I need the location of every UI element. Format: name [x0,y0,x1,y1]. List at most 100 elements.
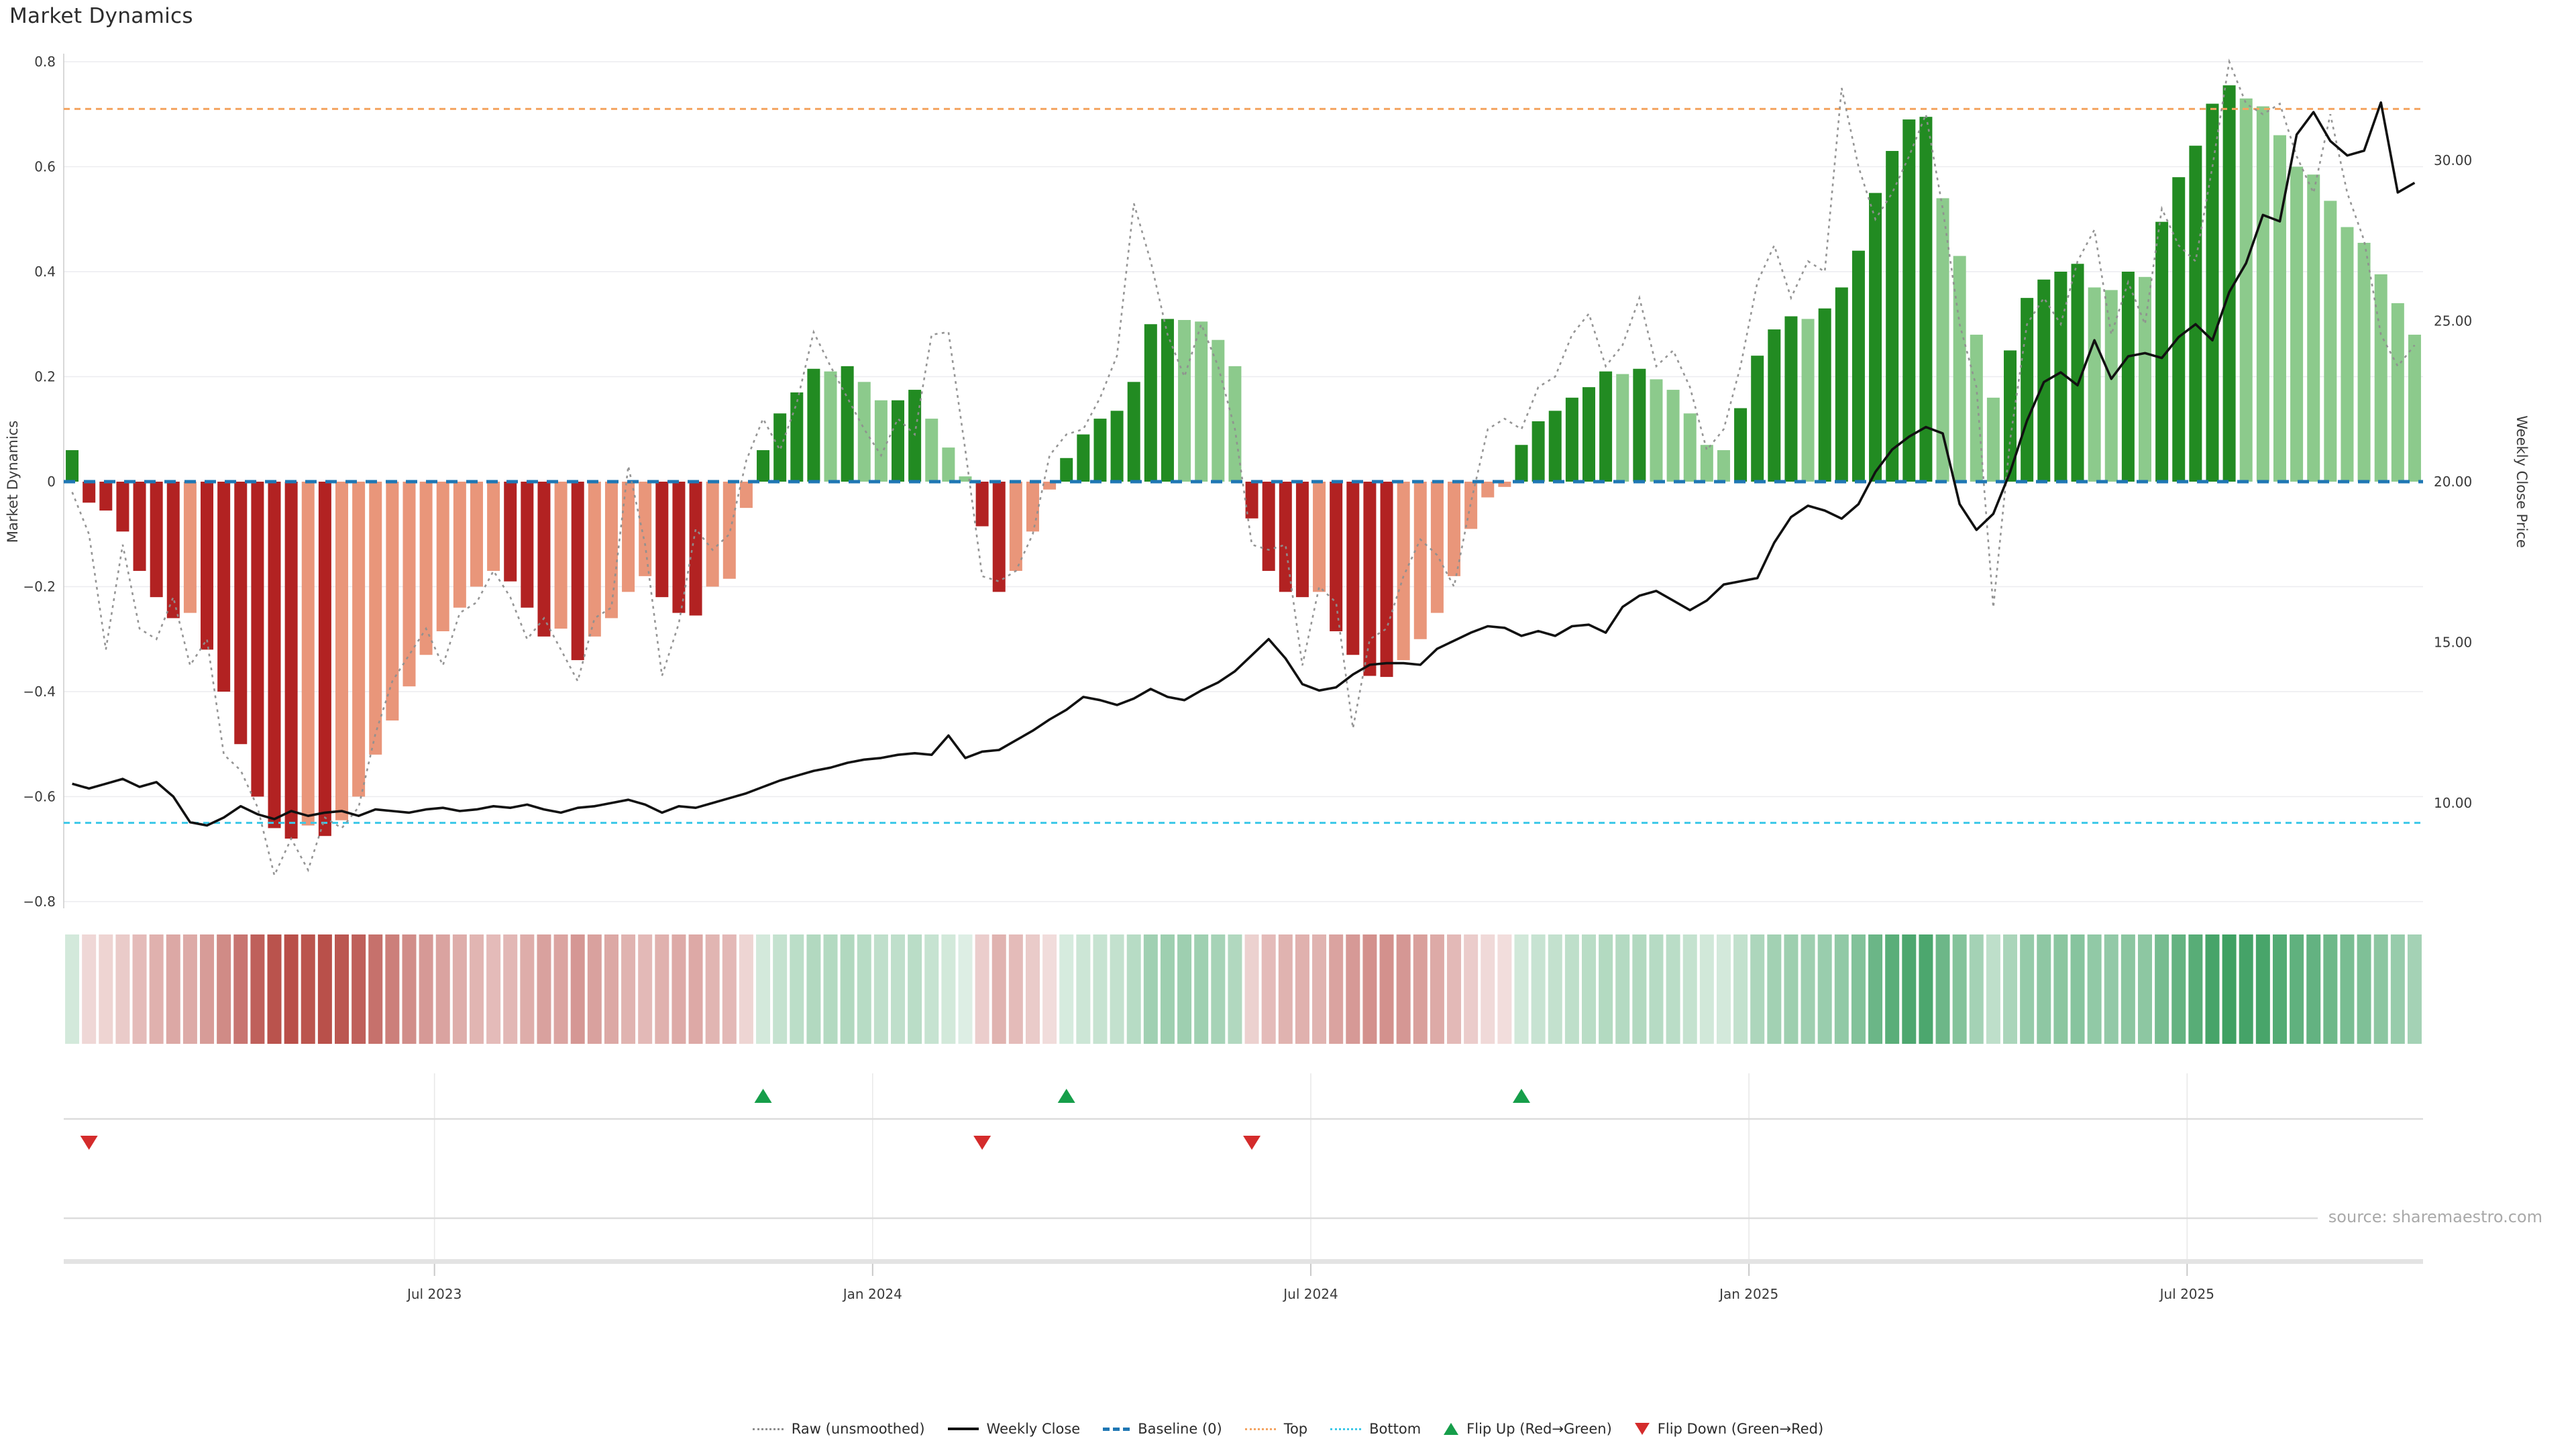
dynamics-bar [2172,177,2186,482]
dynamics-bar [1734,408,1748,482]
heatmap-cell [1817,934,1832,1044]
heatmap-cell [621,934,636,1044]
dynamics-bar [1886,151,1899,482]
heatmap-cell [705,934,720,1044]
dynamics-bar [1784,316,1798,482]
heatmap-cell [1379,934,1394,1044]
x-axis-labels: Jul 2023 Jan 2024 Jul 2024 Jan 2025 Jul 2025 [406,1264,2214,1302]
flip-down-marker [80,1136,98,1150]
left-axis-labels: 0.8 0.6 0.4 0.2 0 −0.2 −0.4 −0.6 −0.8 [23,54,56,910]
dynamics-bar [453,482,466,608]
heatmap-cell [1211,934,1226,1044]
flip-up-marker [1513,1089,1531,1103]
heatmap-cell [2020,934,2035,1044]
heatmap-cell [1649,934,1664,1044]
heatmap-cell [2121,934,2135,1044]
heatmap-cell [1935,934,1950,1044]
dynamics-bar [1228,366,1242,482]
heatmap-cell [840,934,855,1044]
dynamics-bar [1279,482,1292,592]
heatmap-cell [2222,934,2237,1044]
dynamics-bar [2324,201,2337,482]
dynamics-bar [1953,256,1966,482]
heatmap-cell [267,934,282,1044]
heatmap-cell [1733,934,1748,1044]
heatmap-cell [1126,934,1141,1044]
dynamics-bar [2374,274,2387,482]
legend-item-baseline: Baseline (0) [1103,1421,1222,1437]
dynamics-bar [487,482,500,572]
dynamics-bar [183,482,197,613]
heatmap-cell [368,934,383,1044]
legend-label: Top [1283,1421,1308,1437]
dynamics-bar [604,482,618,619]
dynamics-bar [217,482,231,692]
heatmap-cell [1042,934,1057,1044]
dynamics-bar [1818,308,1831,482]
legend-item-weekly-close: Weekly Close [947,1421,1080,1437]
heatmap-cell [1497,934,1512,1044]
flip-panel [64,1073,2423,1260]
x-tick-label: Jul 2025 [2159,1286,2214,1302]
heatmap-cell [773,934,788,1044]
dynamics-bar [116,482,129,532]
heatmap-cell [722,934,737,1044]
dynamics-bar [975,482,989,527]
heatmap-cell [1110,934,1124,1044]
heatmap-cell [1059,934,1074,1044]
heatmap-cell [1784,934,1799,1044]
heatmap-cell [99,934,113,1044]
legend-label: Flip Down (Green→Red) [1657,1421,1824,1437]
heatmap-strip [65,934,2422,1044]
heatmap-cell [587,934,602,1044]
dynamics-bar [1077,434,1090,482]
dynamics-bar [301,482,315,826]
heatmap-cell [908,934,922,1044]
heatmap-cell [352,934,366,1044]
heatmap-cell [1682,934,1697,1044]
dynamics-bar [1262,482,1275,572]
heatmap-cell [1362,934,1377,1044]
heatmap-cell [1919,934,1933,1044]
legend-label: Flip Up (Red→Green) [1466,1421,1612,1437]
dynamics-bar [1717,450,1730,482]
dynamics-bar [1666,390,1680,482]
heatmap-cell [452,934,467,1044]
dynamics-bar [1161,319,1174,482]
heatmap-cell [553,934,568,1044]
heatmap-cell [1986,934,2000,1044]
dynamics-bar [2357,242,2371,482]
dynamics-bar [1683,413,1697,482]
dynamics-bar [1413,482,1427,639]
right-tick-label: 30.00 [2434,152,2472,168]
dynamics-bar [622,482,635,592]
legend-label: Raw (unsmoothed) [791,1421,925,1437]
dynamics-bar [1616,374,1629,482]
heatmap-cell [991,934,1006,1044]
dynamics-bar [2222,85,2236,482]
dynamics-bar [757,450,770,482]
heatmap-cell [2087,934,2102,1044]
dynamics-bar [1178,319,1191,482]
heatmap-cell [2390,934,2405,1044]
dynamics-bar [554,482,568,629]
dynamics-bar [1498,482,1511,487]
right-tick-label: 15.00 [2434,635,2472,651]
heatmap-cell [2290,934,2304,1044]
dynamics-bar [166,482,180,619]
dynamics-bar [908,390,922,482]
x-tick-label: Jul 2024 [1282,1286,1338,1302]
dynamics-bar [2307,174,2320,482]
left-tick-label: −0.4 [23,684,56,700]
dynamics-bar [1768,329,1781,482]
x-tick-label: Jul 2023 [406,1286,462,1302]
heatmap-cell [166,934,180,1044]
dynamics-bar [571,482,584,661]
heatmap-cell [1194,934,1209,1044]
dynamics-bar [1835,287,1848,482]
dynamics-bar [201,482,214,650]
heatmap-cell [1278,934,1293,1044]
heatmap-cell [1177,934,1192,1044]
dynamics-bar [892,400,905,482]
heatmap-cell [132,934,147,1044]
